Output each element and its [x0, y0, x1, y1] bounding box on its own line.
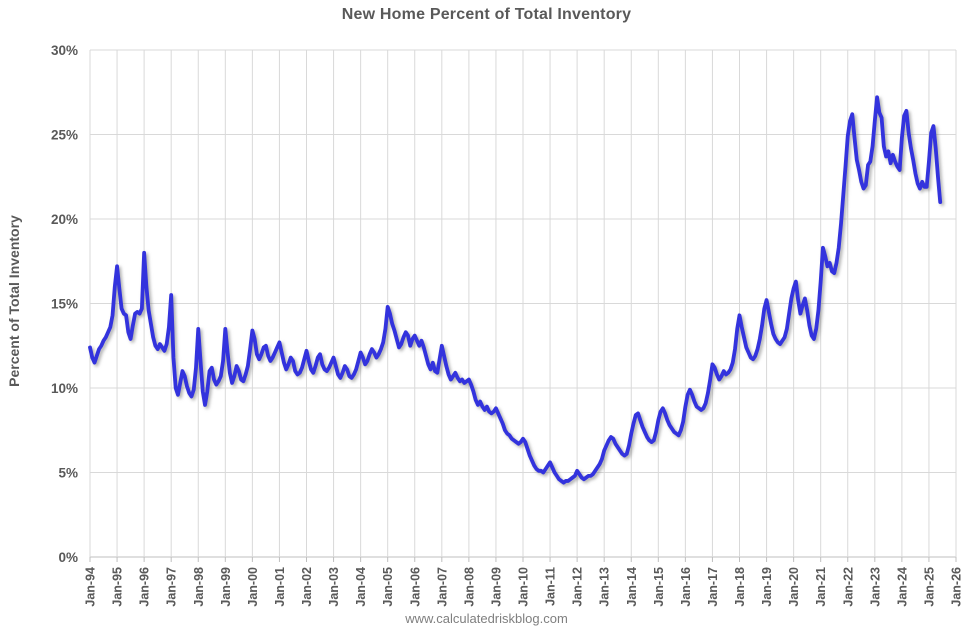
y-tick-label: 20%	[51, 212, 78, 227]
x-tick-label: Jan-11	[544, 567, 558, 606]
x-tick-label: Jan-02	[300, 567, 314, 607]
y-tick-label: 5%	[58, 466, 78, 481]
chart-title: New Home Percent of Total Inventory	[341, 6, 632, 23]
x-tick-label: Jan-00	[246, 567, 260, 607]
x-tick-label: Jan-13	[598, 567, 612, 607]
x-tick-label: Jan-12	[571, 567, 585, 607]
x-tick-label: Jan-25	[922, 567, 936, 607]
x-tick-label: Jan-97	[165, 567, 179, 607]
x-tick-label: Jan-09	[489, 567, 503, 607]
x-tick-label: Jan-07	[435, 567, 449, 607]
x-tick-label: Jan-08	[462, 567, 476, 607]
y-tick-label: 0%	[58, 550, 78, 565]
x-tick-label: Jan-10	[517, 567, 531, 607]
x-tick-label: Jan-03	[327, 567, 341, 607]
x-tick-label: Jan-19	[760, 567, 774, 607]
x-tick-label: Jan-22	[841, 567, 855, 607]
x-tick-label: Jan-26	[950, 567, 964, 607]
x-tick-label: Jan-14	[625, 567, 639, 607]
x-tick-label: Jan-96	[138, 567, 152, 607]
x-tick-label: Jan-18	[733, 567, 747, 607]
y-tick-label: 30%	[51, 43, 78, 58]
x-tick-label: Jan-24	[895, 567, 909, 607]
x-tick-label: Jan-01	[273, 567, 287, 607]
x-tick-label: Jan-95	[111, 567, 125, 607]
x-tick-label: Jan-99	[219, 567, 233, 607]
x-tick-label: Jan-23	[868, 567, 882, 607]
x-tick-label: Jan-94	[84, 567, 98, 607]
inventory-line-series	[88, 95, 943, 485]
x-tick-label: Jan-16	[679, 567, 693, 607]
y-tick-label: 10%	[51, 381, 78, 396]
x-tick-label: Jan-06	[408, 567, 422, 607]
x-tick-label: Jan-17	[706, 567, 720, 607]
x-tick-label: Jan-15	[652, 567, 666, 607]
y-tick-label: 15%	[51, 297, 78, 312]
x-tick-label: Jan-05	[381, 567, 395, 607]
watermark-url: www.calculatedriskblog.com	[405, 611, 568, 626]
x-tick-label: Jan-20	[787, 567, 801, 607]
x-tick-label: Jan-98	[192, 567, 206, 607]
y-tick-label: 25%	[51, 128, 78, 143]
x-tick-label: Jan-21	[814, 567, 828, 607]
x-tick-label: Jan-04	[354, 567, 368, 607]
